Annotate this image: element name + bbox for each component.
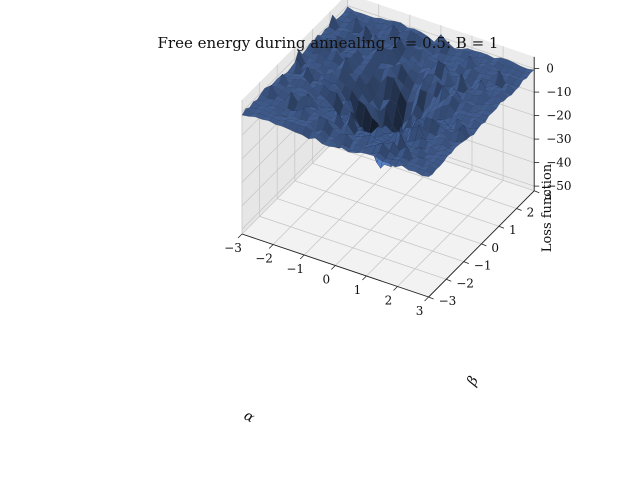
alpha-tick-label: −1 [286,262,304,276]
beta-tick-label: 3 [544,188,552,202]
beta-tick-label: 1 [509,223,517,237]
loss-tick-label: 0 [546,62,554,76]
x-axis-label: α [241,408,257,427]
alpha-tick-mark [393,286,398,291]
alpha-tick-mark [299,254,305,260]
y-axis-label: β [464,374,482,390]
alpha-tick-mark [237,233,243,239]
beta-tick-label: −3 [439,294,457,308]
beta-tick-mark [516,208,522,211]
beta-tick-label: 0 [491,241,499,255]
loss-tick-label: −10 [546,85,571,99]
surface-patch [421,170,433,177]
loss-tick-label: −20 [546,109,571,123]
beta-tick-label: −2 [456,276,474,290]
gridline-loss [241,5,535,113]
alpha-axis-ticks: −3 −2 −1 0 1 2 3 [224,233,429,318]
alpha-tick-mark [268,244,274,249]
loss-tick-label: −50 [546,179,571,193]
beta-tick-label: −1 [474,259,492,273]
alpha-tick-label: 2 [385,294,393,308]
loss-surface [241,6,535,177]
alpha-tick-label: 1 [354,283,362,297]
beta-tick-mark [446,278,452,282]
z-axis-label: Loss function [540,163,555,252]
beta-tick-mark [534,190,540,194]
beta-tick-mark [498,225,505,229]
alpha-tick-mark [362,275,367,281]
chart-title: Free energy during annealing T = 0.5: B … [158,34,499,52]
loss-tick-label: −40 [546,156,571,170]
alpha-tick-mark [331,265,336,270]
loss-axis-ticks: 0 −10 −20 −30 −40 −50 [534,62,572,193]
beta-tick-mark [428,296,434,300]
alpha-tick-label: 0 [322,273,330,287]
beta-tick-mark [463,261,469,264]
loss-tick-label: −30 [546,132,571,146]
beta-tick-mark [481,243,487,247]
alpha-tick-label: 3 [416,304,424,318]
alpha-tick-label: −3 [224,241,242,255]
alpha-tick-label: −2 [255,252,273,266]
beta-tick-label: 2 [527,206,535,220]
alpha-tick-mark [424,296,429,302]
